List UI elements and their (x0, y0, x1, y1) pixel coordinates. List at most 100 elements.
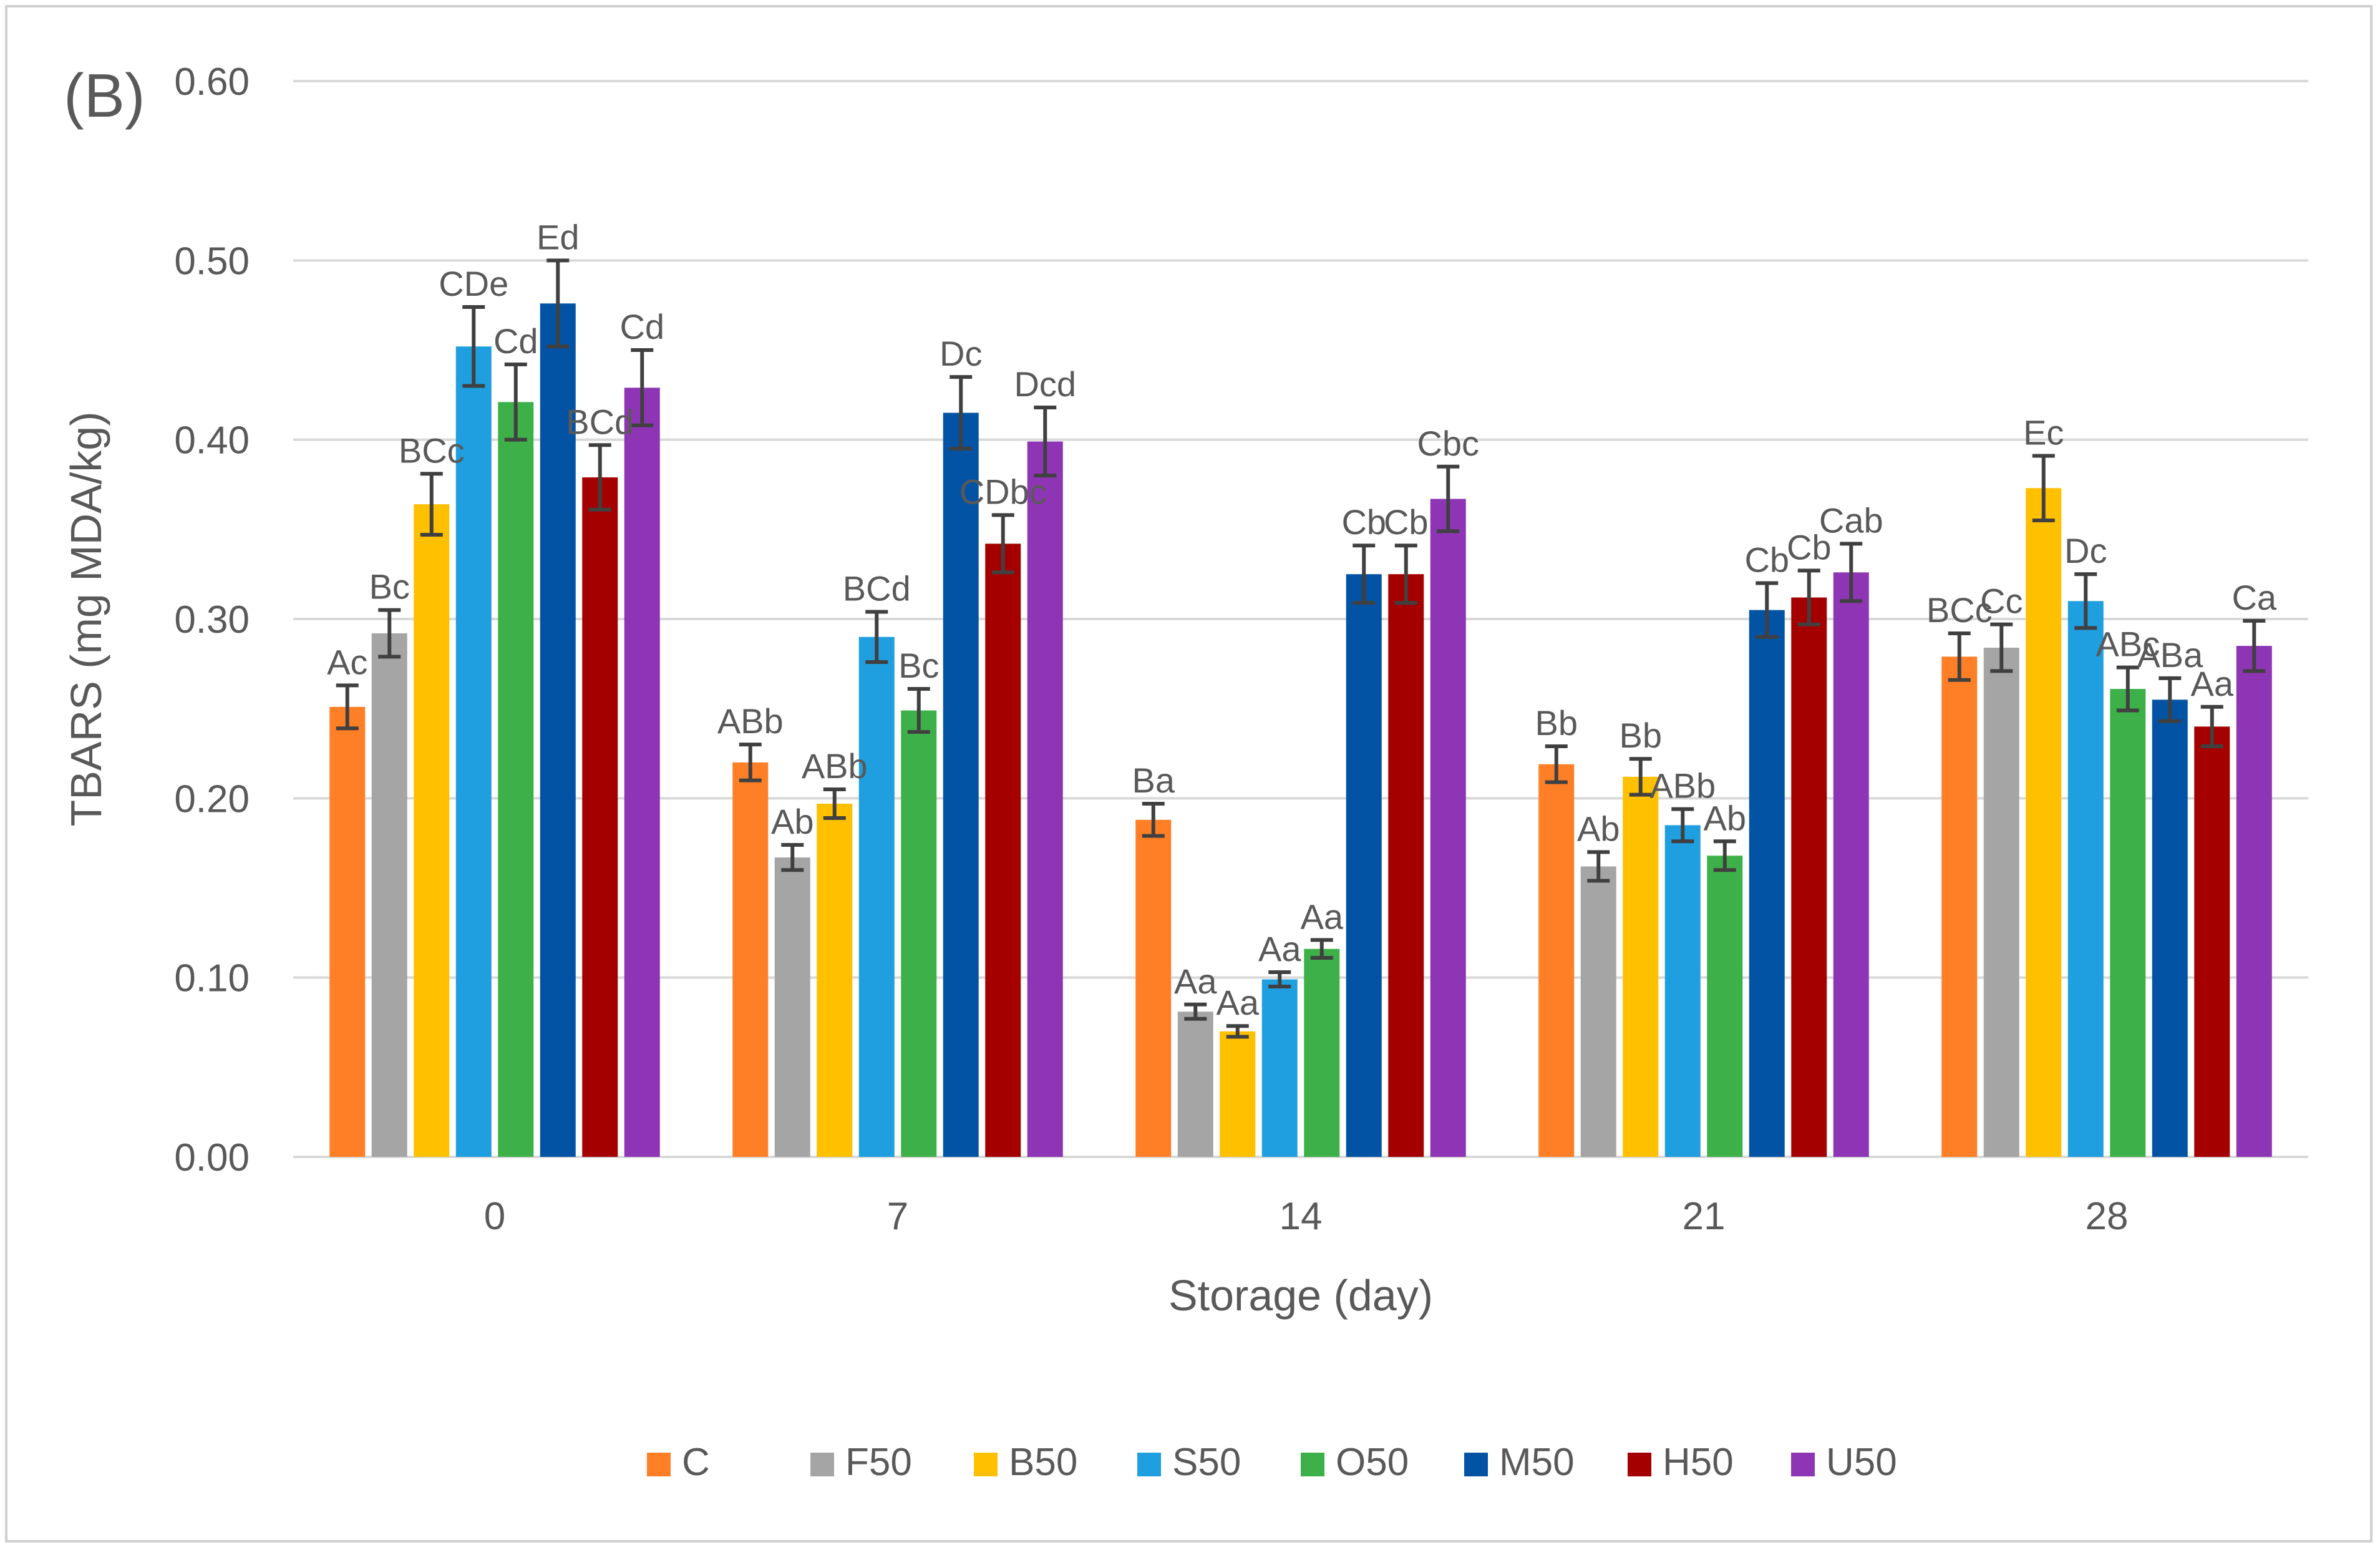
legend-label-m50: M50 (1499, 1441, 1575, 1484)
legend-swatch-s50 (1137, 1453, 1161, 1476)
bar-data-label: Aa (1174, 962, 1217, 1001)
legend-label-u50: U50 (1826, 1441, 1897, 1484)
bar-data-label: Dcd (1014, 364, 1076, 404)
legend-swatch-u50 (1791, 1453, 1815, 1476)
legend-label-o50: O50 (1336, 1441, 1409, 1484)
x-axis-title: Storage (day) (1168, 1271, 1433, 1320)
bar-labels: AcBcBCcCDeCdEdBCdCdABbAbABbBCdBcDcCDbcDc… (327, 217, 2277, 1022)
bar-data-label: Cd (493, 321, 538, 361)
panel-label: (B) (64, 61, 145, 130)
bar-data-label: Bb (1620, 716, 1663, 755)
legend-label-c: C (682, 1441, 710, 1484)
bar-o50-day-14 (1304, 948, 1340, 1157)
bar-data-label: Cd (619, 307, 664, 346)
y-tick-label: 0.10 (174, 957, 250, 1000)
bar-data-label: BCd (843, 569, 911, 608)
bar-data-label: Bc (898, 646, 939, 685)
bar-data-label: ABa (2137, 635, 2203, 675)
y-tick-label: 0.20 (174, 777, 250, 821)
bar-f50-day-7 (774, 857, 810, 1157)
bar-data-label: ABc (2096, 625, 2160, 664)
bar-h50-day-14 (1388, 574, 1424, 1157)
bar-c-day-28 (1941, 656, 1978, 1157)
y-axis-title: TBARS (mg MDA/kg) (62, 411, 110, 826)
bar-b50-day-14 (1220, 1031, 1256, 1157)
bar-m50-day-21 (1749, 610, 1785, 1157)
x-tick-label: 7 (887, 1195, 908, 1238)
bar-data-label: Cb (1341, 502, 1386, 542)
bar-chart: 0.00 0.10 0.20 0.30 0.40 0.50 0.60 Ac Bc BCc CDe C… (62, 61, 2308, 1484)
bar-data-label: Bb (1535, 703, 1578, 743)
bar-data-label: Ec (2023, 413, 2064, 452)
bar-o50-day-28 (2110, 689, 2146, 1157)
legend-swatch-b50 (974, 1453, 998, 1476)
bar-m50-day-0 (540, 303, 576, 1157)
bar-m50-day-7 (943, 412, 979, 1157)
bar-data-label: CDbc (959, 472, 1047, 511)
bar-f50-day-0 (371, 633, 407, 1157)
y-tick-label: 0.50 (174, 240, 250, 283)
bar-data-label: Aa (1217, 983, 1260, 1022)
bar-c-day-0 (329, 706, 366, 1157)
y-tick-label: 0.00 (174, 1136, 250, 1179)
x-tick-label: 0 (484, 1195, 505, 1238)
bar-u50-day-28 (2236, 646, 2272, 1157)
bar-s50-day-7 (858, 636, 895, 1157)
bar-m50-day-14 (1346, 574, 1382, 1157)
bar-o50-day-0 (498, 402, 534, 1157)
bar-data-label: Aa (2191, 664, 2234, 703)
bar-data-label: ABb (717, 701, 784, 741)
bar-s50-day-14 (1261, 979, 1298, 1157)
chart-frame: (B) 0.00 0.10 0.20 0.30 0.40 0.50 0.60 Ac Bc BCc… (5, 5, 2373, 1543)
bar-b50-day-28 (2026, 488, 2062, 1158)
legend: C F50 B50 S50 O50 M50 H50 U50 (647, 1441, 1897, 1484)
y-tick-label: 0.60 (174, 61, 250, 104)
legend-swatch-o50 (1301, 1453, 1324, 1476)
bar-c-day-7 (732, 762, 769, 1157)
y-tick-label: 0.40 (174, 419, 250, 462)
bar-data-label: Ac (327, 642, 367, 681)
legend-label-h50: H50 (1663, 1441, 1734, 1484)
bar-data-label: BCc (399, 431, 465, 470)
bar-data-label: BCc (1926, 590, 1993, 630)
legend-label-f50: F50 (845, 1441, 912, 1484)
bar-h50-day-7 (985, 543, 1021, 1157)
bar-data-label: Ab (1577, 809, 1620, 849)
x-tick-label: 21 (1683, 1195, 1726, 1238)
bar-data-label: Cbc (1417, 424, 1479, 463)
bar-data-label: Ab (1704, 798, 1747, 837)
bar-data-label: ABb (802, 746, 868, 786)
bar-data-label: Dc (2064, 531, 2107, 570)
legend-swatch-f50 (810, 1453, 834, 1476)
y-tick-label: 0.30 (174, 598, 250, 641)
bar-u50-day-0 (624, 388, 660, 1157)
bar-h50-day-21 (1791, 597, 1827, 1157)
bar-u50-day-7 (1027, 441, 1063, 1157)
legend-swatch-m50 (1464, 1453, 1488, 1476)
bar-data-label: Cb (1384, 502, 1429, 542)
bar-data-label: Ed (537, 217, 580, 256)
bar-u50-day-14 (1430, 499, 1466, 1157)
legend-label-s50: S50 (1172, 1441, 1241, 1484)
bar-c-day-21 (1538, 764, 1575, 1157)
error-bars (336, 258, 2266, 1039)
legend-swatch-h50 (1628, 1453, 1651, 1476)
bar-b50-day-0 (414, 504, 450, 1157)
bar-data-label: Cb (1744, 540, 1789, 580)
bar-s50-day-0 (455, 346, 492, 1157)
bar-data-label: Ab (771, 802, 814, 841)
bar-data-label: BCd (566, 402, 634, 441)
bar-b50-day-7 (817, 803, 853, 1157)
bar-b50-day-21 (1623, 776, 1659, 1157)
bar-s50-day-21 (1664, 825, 1701, 1157)
x-tick-label: 28 (2086, 1195, 2129, 1238)
bar-f50-day-28 (1983, 647, 2019, 1157)
x-tick-label: 14 (1280, 1195, 1323, 1238)
bar-data-label: Cb (1787, 527, 1832, 567)
bar-data-label: Aa (1301, 897, 1344, 936)
bar-data-label: Aa (1258, 929, 1301, 968)
bar-data-label: Cab (1819, 500, 1883, 540)
bar-data-label: CDe (439, 264, 508, 303)
bar-c-day-14 (1135, 819, 1172, 1157)
legend-swatch-c (647, 1453, 671, 1476)
